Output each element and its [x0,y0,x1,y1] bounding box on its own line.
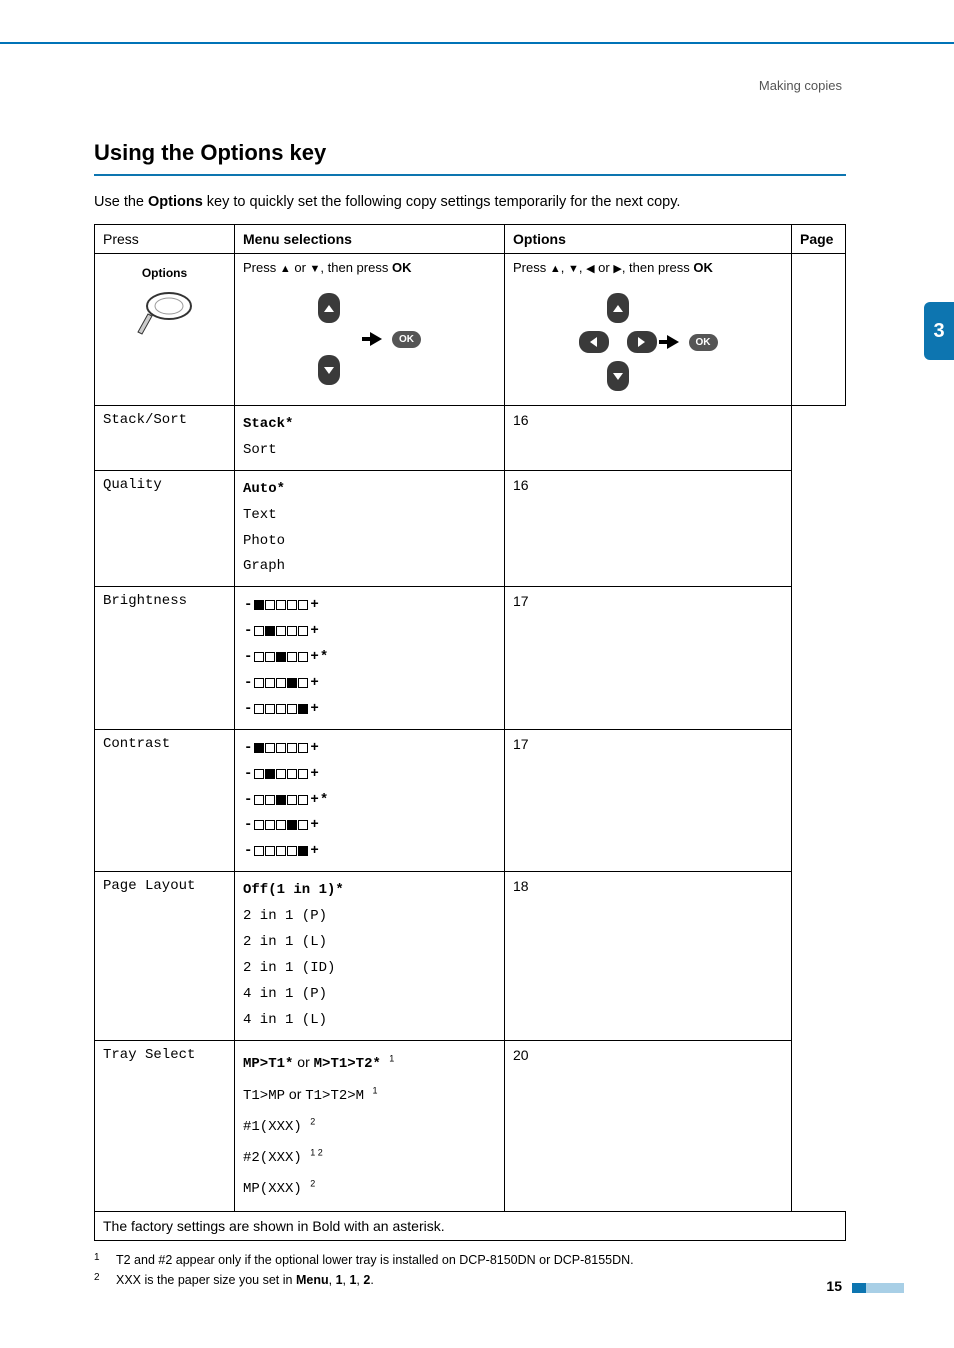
options-instruction: Press ▲, ▼, ◀ or ▶, then press OK [513,260,783,275]
option-values: -+-+-+*-+-+ [235,587,505,729]
intro-post: key to quickly set the following copy se… [203,194,681,210]
page-number-bar [852,1283,904,1293]
menu-nav-illustration: OK [243,279,496,393]
ok-text: OK [693,260,713,275]
option-row: Contrast-+-+-+*-+-+17 [95,729,846,871]
options-instruction-cell: Press ▲, ▼, ◀ or ▶, then press OK [505,254,792,406]
ok-badge: OK [392,331,421,348]
option-row: Page LayoutOff(1 in 1)*2 in 1 (P)2 in 1 … [95,872,846,1040]
up-key-icon [607,293,629,323]
footer-row: The factory settings are shown in Bold w… [95,1211,846,1240]
press-cell: Options [95,254,235,406]
option-values: Stack*Sort [235,406,505,471]
breadcrumb: Making copies [759,78,842,93]
chapter-tab: 3 [924,302,954,360]
footnote-number: 1 [94,1252,104,1266]
t: , then press [320,260,392,275]
option-row: Stack/SortStack*Sort16 [95,406,846,471]
options-key-caption: Options [103,266,226,280]
intro-text: Use the Options key to quickly set the f… [94,194,846,210]
instruction-row: Options Press ▲ or ▼, then press OK [95,254,846,406]
footnotes: 1 T2 and #2 appear only if the optional l… [94,1253,846,1287]
ok-text: OK [392,260,412,275]
top-rule [0,42,954,44]
footer-note: The factory settings are shown in Bold w… [95,1211,846,1240]
arrow-down-glyph: ▼ [310,263,321,275]
menu-instruction-cell: Press ▲ or ▼, then press OK OK [235,254,505,406]
options-key-icon [103,288,226,338]
page-ref: 18 [505,872,792,1040]
arrow-right-icon [667,335,679,349]
down-key-icon [607,361,629,391]
intro-bold: Options [148,194,203,210]
footnote-text: XXX is the paper size you set in Menu, 1… [116,1273,374,1287]
t: , then press [622,260,694,275]
arrow-right-icon [370,332,382,346]
option-values: -+-+-+*-+-+ [235,729,505,871]
page-ref: 20 [505,1040,792,1211]
t: or [291,260,310,275]
page-ref: 17 [505,729,792,871]
arrow-left-glyph: ◀ [586,263,594,275]
header-row: Press Menu selections Options Page [95,225,846,254]
ok-badge: OK [689,334,718,351]
menu-selection: Contrast [95,729,235,871]
page-number: 15 [826,1278,842,1294]
arrow-right-glyph: ▶ [613,263,621,275]
up-key-icon [318,293,340,323]
left-key-icon [579,331,609,353]
section-title: Using the Options key [94,140,846,176]
option-values: MP>T1* or M>T1>T2* 1T1>MP or T1>T2>M 1#1… [235,1040,505,1211]
arrow-up-glyph: ▲ [550,263,561,275]
menu-selection: Page Layout [95,872,235,1040]
option-values: Off(1 in 1)*2 in 1 (P)2 in 1 (L)2 in 1 (… [235,872,505,1040]
page-blank [792,254,846,406]
footnote-text: T2 and #2 appear only if the optional lo… [116,1253,634,1267]
footnote: 2 XXX is the paper size you set in Menu, … [94,1273,846,1287]
content: Using the Options key Use the Options ke… [94,140,846,1293]
page-ref: 16 [505,470,792,587]
menu-selection: Stack/Sort [95,406,235,471]
menu-selection: Tray Select [95,1040,235,1211]
arrow-up-glyph: ▲ [280,263,291,275]
option-values: Auto*TextPhotoGraph [235,470,505,587]
header-press: Press [95,225,235,254]
t: Press [243,260,280,275]
header-page: Page [792,225,846,254]
t: Press [513,260,550,275]
header-options: Options [505,225,792,254]
menu-selection: Brightness [95,587,235,729]
option-row: Tray SelectMP>T1* or M>T1>T2* 1T1>MP or … [95,1040,846,1211]
menu-instruction: Press ▲ or ▼, then press OK [243,260,496,275]
page-ref: 17 [505,587,792,729]
page-ref: 16 [505,406,792,471]
t: , [561,260,568,275]
options-table: Press Menu selections Options Page Optio… [94,224,846,1241]
right-key-icon [627,331,657,353]
option-row: QualityAuto*TextPhotoGraph16 [95,470,846,587]
t: , [579,260,586,275]
footnote: 1 T2 and #2 appear only if the optional l… [94,1253,846,1267]
intro-pre: Use the [94,194,148,210]
header-menu: Menu selections [235,225,505,254]
t: or [595,260,614,275]
menu-selection: Quality [95,470,235,587]
option-row: Brightness-+-+-+*-+-+17 [95,587,846,729]
options-nav-illustration: OK [513,279,783,399]
arrow-down-glyph: ▼ [568,263,579,275]
footnote-number: 2 [94,1272,104,1286]
down-key-icon [318,355,340,385]
